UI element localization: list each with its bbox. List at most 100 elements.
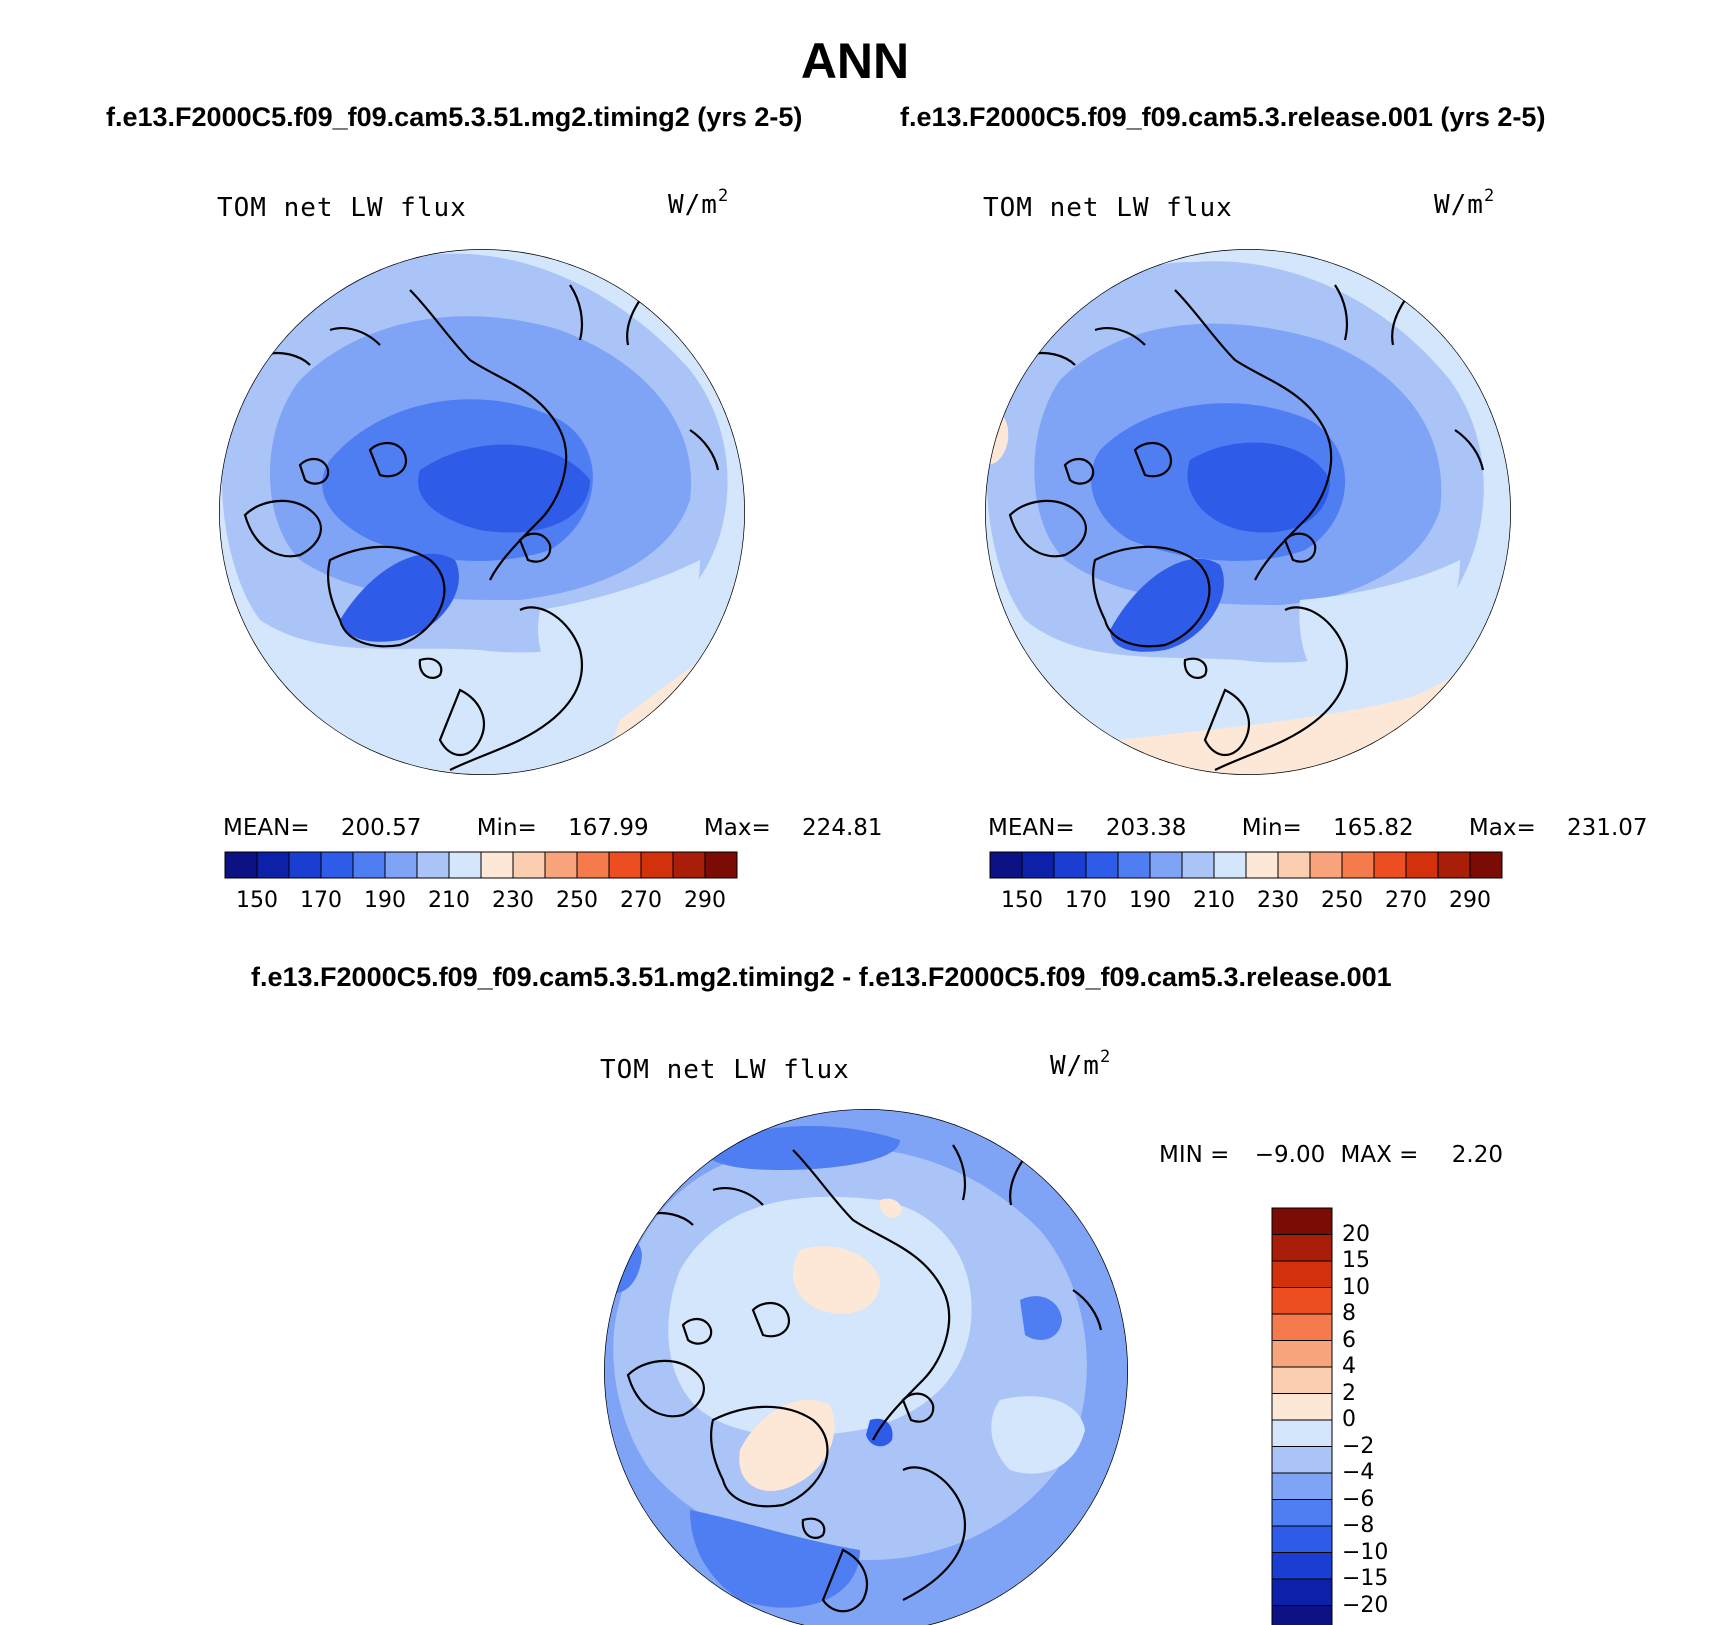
diff-colorbar-swatch	[1271, 1499, 1333, 1527]
panel-2-max-label: Max=	[1468, 815, 1536, 841]
diff-map-inner-right	[1020, 1296, 1062, 1340]
map-panel-diff	[604, 1109, 1128, 1625]
diff-max-label: MAX =	[1340, 1142, 1419, 1168]
colorbar-1	[224, 851, 738, 879]
colorbar-swatch	[1437, 851, 1471, 879]
map-1-pale-bay	[538, 560, 700, 700]
diff-map-warm-greenland	[739, 1400, 835, 1491]
colorbar-tick-label: 150	[236, 888, 278, 913]
colorbar-tick-label: 230	[492, 888, 534, 913]
panel-2-mean-value: 203.38	[1105, 815, 1187, 841]
map-2-pale-bay	[1299, 560, 1460, 700]
diff-colorbar-swatch	[1271, 1207, 1333, 1235]
diff-colorbar-swatch	[1271, 1393, 1333, 1421]
colorbar-swatch	[448, 851, 482, 879]
colorbar-tick-label: 250	[556, 888, 598, 913]
diff-colorbar-tick-label: 4	[1342, 1354, 1356, 1379]
diff-colorbar-tick-label: −2	[1342, 1433, 1375, 1459]
diff-colorbar-tick-label: 20	[1342, 1221, 1370, 1247]
diff-min-label: MIN =	[1159, 1142, 1230, 1168]
panel-2-variable-label: TOM net LW flux	[983, 193, 1233, 223]
diff-colorbar	[1271, 1207, 1333, 1625]
colorbar-swatch	[1181, 851, 1215, 879]
colorbar-swatch	[256, 851, 290, 879]
diff-colorbar-swatch	[1271, 1552, 1333, 1580]
panel-1-min-value: 167.99	[568, 815, 649, 841]
colorbar-swatch	[1213, 851, 1247, 879]
colorbar-swatch	[1405, 851, 1439, 879]
diff-colorbar-tick-label: 15	[1342, 1248, 1370, 1273]
main-title: ANN	[800, 33, 910, 89]
map-panel-2	[985, 249, 1511, 775]
colorbar-tick-label: 270	[1385, 888, 1427, 913]
map-panel-1	[219, 249, 745, 775]
colorbar-tick-label: 190	[1129, 888, 1171, 913]
panel-1-stats: MEAN= 200.57 Min= 167.99 Max= 224.81	[223, 815, 931, 841]
colorbar-swatch	[480, 851, 514, 879]
diff-colorbar-tick-label: 8	[1342, 1301, 1356, 1326]
diff-units-label: W/m2	[1050, 1047, 1112, 1081]
diff-colorbar-tick-label: 0	[1342, 1407, 1356, 1432]
diff-colorbar-tick-label: −4	[1342, 1460, 1375, 1485]
diff-map-inner-top	[700, 1126, 900, 1170]
colorbar-swatch	[608, 851, 642, 879]
diff-colorbar-swatch	[1271, 1366, 1333, 1394]
colorbar-tick-label: 170	[1065, 888, 1107, 913]
panel-2-case-title: f.e13.F2000C5.f09_f09.cam5.3.release.001…	[900, 102, 1546, 132]
diff-colorbar-swatch	[1271, 1313, 1333, 1341]
panel-1-mean-label: MEAN=	[223, 815, 310, 841]
diff-map-warm-2	[879, 1198, 902, 1218]
diff-colorbar-tick-label: 6	[1342, 1327, 1356, 1353]
colorbar-swatch	[1309, 851, 1343, 879]
diff-colorbar-tick-label: −15	[1342, 1566, 1389, 1591]
colorbar-swatch	[1021, 851, 1055, 879]
diff-map-inner-bottom	[690, 1510, 860, 1608]
diff-colorbar-tick-label: 10	[1342, 1274, 1370, 1300]
map-2-greenland-deep	[1110, 558, 1224, 652]
diff-colorbar-swatch	[1271, 1287, 1333, 1315]
colorbar-2	[989, 851, 1503, 879]
diff-case-title: f.e13.F2000C5.f09_f09.cam5.3.51.mg2.timi…	[251, 962, 1392, 992]
colorbar-swatch	[989, 851, 1023, 879]
colorbar-swatch	[544, 851, 578, 879]
diff-map-coastlines	[626, 1144, 1103, 1613]
diff-max-value: 2.20	[1451, 1142, 1503, 1168]
map-2-contour-deep	[1187, 442, 1330, 533]
colorbar-tick-label: 270	[620, 888, 662, 913]
colorbar-swatch	[1053, 851, 1087, 879]
colorbar-tick-label: 210	[428, 888, 470, 913]
panel-1-max-value: 224.81	[802, 815, 883, 841]
colorbar-swatch	[288, 851, 322, 879]
diff-colorbar-tick-label: 2	[1342, 1380, 1356, 1406]
panel-2-min-value: 165.82	[1333, 815, 1414, 841]
panel-2-mean-label: MEAN=	[988, 815, 1075, 841]
diff-variable-label: TOM net LW flux	[600, 1055, 850, 1085]
colorbar-swatch	[672, 851, 706, 879]
diff-colorbar-swatch	[1271, 1605, 1333, 1625]
diff-colorbar-tick-label: −8	[1342, 1513, 1375, 1538]
panel-1-variable-label: TOM net LW flux	[217, 193, 467, 223]
diff-colorbar-swatch	[1271, 1472, 1333, 1500]
colorbar-swatch	[1341, 851, 1375, 879]
diff-minmax: MIN = −9.00 MAX = 2.20	[1159, 1142, 1503, 1168]
diff-colorbar-tick-label: −20	[1342, 1592, 1389, 1618]
panel-2-min-label: Min=	[1241, 815, 1302, 841]
colorbar-swatch	[640, 851, 674, 879]
diff-colorbar-swatch	[1271, 1340, 1333, 1368]
diff-colorbar-tick-label: −6	[1342, 1486, 1375, 1512]
colorbar-tick-label: 170	[300, 888, 342, 913]
colorbar-swatch	[1117, 851, 1151, 879]
colorbar-swatch	[1149, 851, 1183, 879]
colorbar-swatch	[704, 851, 738, 879]
panel-1-case-title: f.e13.F2000C5.f09_f09.cam5.3.51.mg2.timi…	[106, 102, 803, 132]
panel-1-min-label: Min=	[476, 815, 537, 841]
panel-2-stats: MEAN= 203.38 Min= 165.82 Max= 231.07	[988, 815, 1696, 841]
colorbar-swatch	[384, 851, 418, 879]
diff-map-contour-pale	[668, 1196, 972, 1436]
panel-1-units-label: W/m2	[668, 186, 730, 220]
colorbar-swatch	[1085, 851, 1119, 879]
colorbar-swatch	[352, 851, 386, 879]
diff-colorbar-swatch	[1271, 1446, 1333, 1474]
colorbar-swatch	[576, 851, 610, 879]
